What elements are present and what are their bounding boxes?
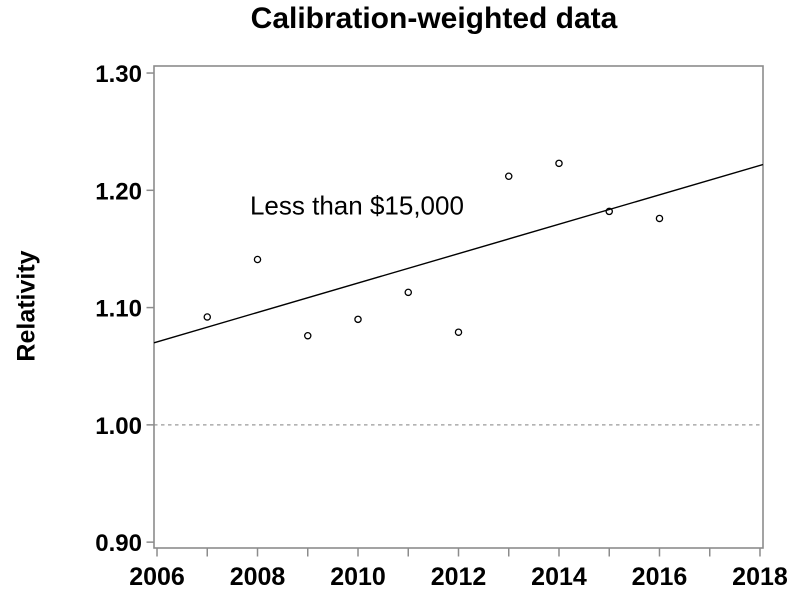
y-tick-label: 1.20: [95, 178, 142, 205]
data-point: [504, 172, 513, 180]
y-tick-label: 1.10: [95, 296, 142, 323]
data-point: [454, 328, 463, 336]
y-tick-label: 0.90: [95, 530, 142, 557]
data-point: [354, 315, 362, 324]
x-tick-label: 2018: [732, 563, 788, 591]
data-point: [304, 331, 312, 340]
data-point: [655, 214, 664, 223]
y-tick-label: 1.30: [95, 61, 142, 88]
data-point: [555, 159, 563, 168]
annotation-label: Less than $15,000: [250, 191, 464, 221]
x-tick-label: 2016: [632, 563, 688, 591]
x-tick-label: 2012: [431, 563, 487, 591]
chart-title: Calibration-weighted data: [250, 2, 618, 35]
x-tick-label: 2010: [330, 563, 386, 591]
trend-line: [153, 163, 764, 344]
plot-frame: [153, 65, 764, 549]
x-tick-label: 2006: [129, 563, 185, 591]
data-point: [404, 288, 413, 297]
x-tick-label: 2014: [531, 563, 587, 591]
y-tick-label: 1.00: [95, 413, 142, 440]
data-point: [253, 255, 262, 264]
x-tick-label: 2008: [230, 563, 286, 591]
data-point: [203, 313, 212, 321]
